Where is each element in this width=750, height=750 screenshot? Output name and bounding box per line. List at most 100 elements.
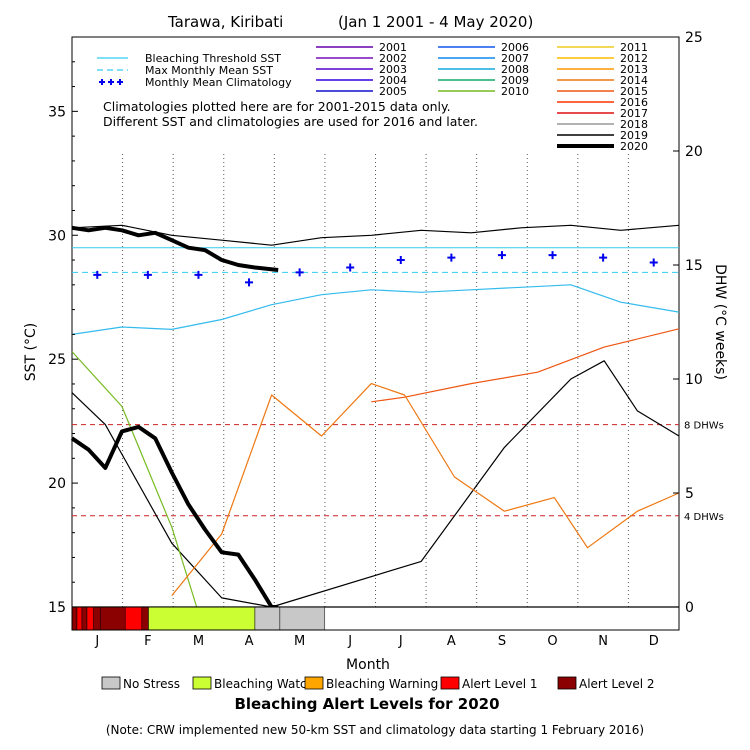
axes-layer: J F M A M J J A S O N D 15 20 25 30 35 0 5 10 15 20 25 (48, 30, 703, 649)
legend-ref-label: Monthly Mean Climatology (145, 76, 292, 89)
chart-date-range: (Jan 1 2001 - 4 May 2020) (338, 13, 533, 31)
climatology-marker (245, 278, 254, 287)
alert-legend-label: No Stress (123, 677, 180, 691)
alert-legend-swatch (192, 676, 212, 690)
legend-year-label: 2007 (501, 52, 529, 65)
y-right-tick-label: 0 (685, 600, 694, 616)
y-right-tick-label: 20 (685, 144, 703, 160)
legend-year-label: 2006 (501, 41, 529, 54)
legend-ref-marker (99, 79, 105, 85)
series-dhw-2014 (171, 383, 680, 596)
x-tick-label: A (245, 634, 254, 649)
alert-strip-segment (100, 606, 126, 631)
alert-legend: No Stress Bleaching Watch Bleaching Warnin… (101, 676, 655, 691)
legend-year-label: 2009 (501, 74, 529, 87)
climatology-marker (497, 251, 506, 260)
legend-year-label: 2004 (379, 74, 407, 87)
legend-year-label: 2012 (620, 52, 648, 65)
y-right-tick-label: 15 (685, 258, 703, 274)
alert-legend-swatch (304, 676, 324, 690)
dhw-threshold-lines: 8 DHWs 4 DHWs (72, 421, 724, 523)
alert-strip-segment (279, 606, 326, 631)
x-tick-label: O (547, 634, 557, 649)
y-left-tick-label: 30 (48, 228, 66, 244)
climatology-marker (548, 251, 557, 260)
legend-year-label: 2017 (620, 107, 648, 120)
legend-ref-label: Bleaching Threshold SST (145, 52, 281, 65)
legend-year-label: 2018 (620, 118, 648, 131)
series-dhw-2020 (70, 424, 279, 609)
y-axis-right-label: DHW (°C weeks) (712, 264, 728, 380)
x-tick-label: F (144, 634, 151, 649)
chart-title: Tarawa, Kiribati (167, 13, 283, 31)
legend-year-label: 2019 (620, 129, 648, 142)
x-tick-label: M (294, 634, 305, 649)
series-sst-envelope-low (71, 284, 680, 335)
y-left-tick-label: 20 (48, 476, 66, 492)
footnote: (Note: CRW implemented new 50-km SST and… (106, 723, 644, 737)
climatology-marker (295, 268, 304, 277)
alert-strip-segment (76, 606, 83, 631)
dhw-threshold-label: 8 DHWs (684, 421, 724, 432)
x-tick-label: J (347, 634, 352, 649)
month-gridlines (122, 154, 629, 607)
alert-legend-swatch (557, 676, 577, 690)
alert-title: Bleaching Alert Levels for 2020 (234, 695, 499, 713)
alert-strip-segment (124, 606, 143, 631)
legend-year-label: 2020 (620, 140, 648, 153)
legend-year-label: 2014 (620, 74, 648, 87)
series-sst-2019 (71, 224, 680, 246)
series-dhw-2015 (371, 328, 680, 403)
note-line-2: Different SST and climatologies are used… (103, 114, 478, 129)
legend-year-label: 2001 (379, 41, 407, 54)
y-right-tick-label: 25 (685, 30, 703, 46)
climatology-marker (447, 253, 456, 262)
y-left-tick-label: 25 (48, 352, 66, 368)
climatology-marker (346, 263, 355, 272)
x-tick-label: J (94, 634, 99, 649)
legend-year-label: 2008 (501, 63, 529, 76)
alert-strip-segment (81, 606, 88, 631)
y-right-tick-label: 5 (685, 486, 694, 502)
legend-year-label: 2013 (620, 63, 648, 76)
climatology-marker (396, 256, 405, 265)
series-dhw-2010 (71, 351, 198, 608)
legend-year-label: 2015 (620, 85, 648, 98)
x-tick-label: M (193, 634, 204, 649)
legend-ref-marker (117, 79, 123, 85)
climatology-marker (599, 253, 608, 262)
climatology-marker (194, 270, 203, 279)
alert-strip-segment (148, 606, 256, 631)
legend-year-label: 2003 (379, 63, 407, 76)
series-sst-2020 (71, 225, 279, 272)
alert-legend-label: Alert Level 2 (579, 677, 655, 691)
note-line-1: Climatologies plotted here are for 2001-… (103, 99, 451, 114)
alert-strip-segment (254, 606, 281, 631)
y-left-tick-label: 35 (48, 104, 66, 120)
alert-strip-2020 (71, 606, 680, 631)
legend-year-label: 2005 (379, 85, 407, 98)
x-axis-label: Month (346, 657, 390, 673)
alert-legend-label: Bleaching Warning (326, 677, 438, 691)
climatology-marker (649, 258, 658, 267)
x-tick-label: A (447, 634, 456, 649)
series-dhw-2019 (71, 360, 680, 608)
alert-strip-segment (141, 606, 149, 631)
y-left-tick-label: 15 (48, 600, 66, 616)
x-tick-label: D (649, 634, 659, 649)
alert-legend-swatch (101, 676, 121, 690)
legend-year-label: 2010 (501, 85, 529, 98)
y-right-tick-label: 10 (685, 372, 703, 388)
climatology-marker (143, 270, 152, 279)
legend-year-label: 2002 (379, 52, 407, 65)
legend-ref-marker (108, 79, 114, 85)
legend-ref-label: Max Monthly Mean SST (145, 64, 273, 77)
alert-strip-frame (71, 606, 680, 631)
x-tick-label: J (398, 634, 403, 649)
legend-year-label: 2016 (620, 96, 648, 109)
alert-legend-swatch (440, 676, 460, 690)
climatology-markers (93, 251, 658, 287)
